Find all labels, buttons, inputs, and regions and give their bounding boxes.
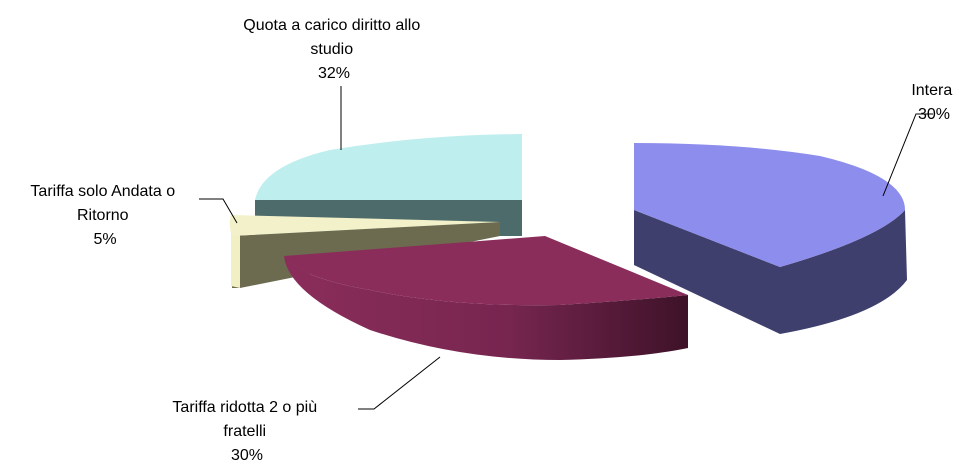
label-tariffa-andata-ritorno-line1: Tariffa solo Andata o (30, 183, 175, 200)
label-quota-diritto-studio: Quota a carico diritto allo studio 32% (243, 17, 424, 82)
label-intera-name: Intera (911, 82, 952, 99)
leader-line-intera (882, 113, 933, 197)
label-intera-percent: 30% (918, 106, 950, 123)
label-tariffa-andata-ritorno-line2: Ritorno (77, 207, 129, 224)
label-quota-diritto-studio-percent: 32% (318, 65, 350, 82)
label-tariffa-ridotta-fratelli: Tariffa ridotta 2 o più fratelli 30% (172, 399, 321, 461)
slice-tariffa-ridotta-fratelli (284, 236, 688, 360)
slice-intera-outer-side (780, 210, 907, 334)
label-tariffa-ridotta-fratelli-line1: Tariffa ridotta 2 o più (172, 399, 317, 416)
label-tariffa-ridotta-fratelli-percent: 30% (231, 447, 263, 461)
label-quota-diritto-studio-line1: Quota a carico diritto allo (243, 17, 420, 34)
slice-tariffa-ridotta-fratelli-side (284, 256, 688, 360)
label-tariffa-andata-ritorno-percent: 5% (93, 231, 116, 248)
slice-intera-top (634, 143, 905, 267)
slice-intera (634, 143, 907, 334)
label-tariffa-andata-ritorno: Tariffa solo Andata o Ritorno 5% (30, 183, 179, 248)
leader-line-tariffa-andata-ritorno (199, 198, 238, 224)
slice-quota-diritto-studio-top (255, 134, 522, 200)
label-quota-diritto-studio-line2: studio (310, 41, 353, 58)
label-tariffa-ridotta-fratelli-line2: fratelli (223, 423, 266, 440)
label-intera: Intera 30% (911, 82, 956, 123)
leader-line-tariffa-ridotta-fratelli (358, 356, 441, 410)
slice-tariffa-ridotta-fratelli-top (284, 236, 688, 306)
slice-tariffa-andata-ritorno-top (229, 215, 500, 236)
